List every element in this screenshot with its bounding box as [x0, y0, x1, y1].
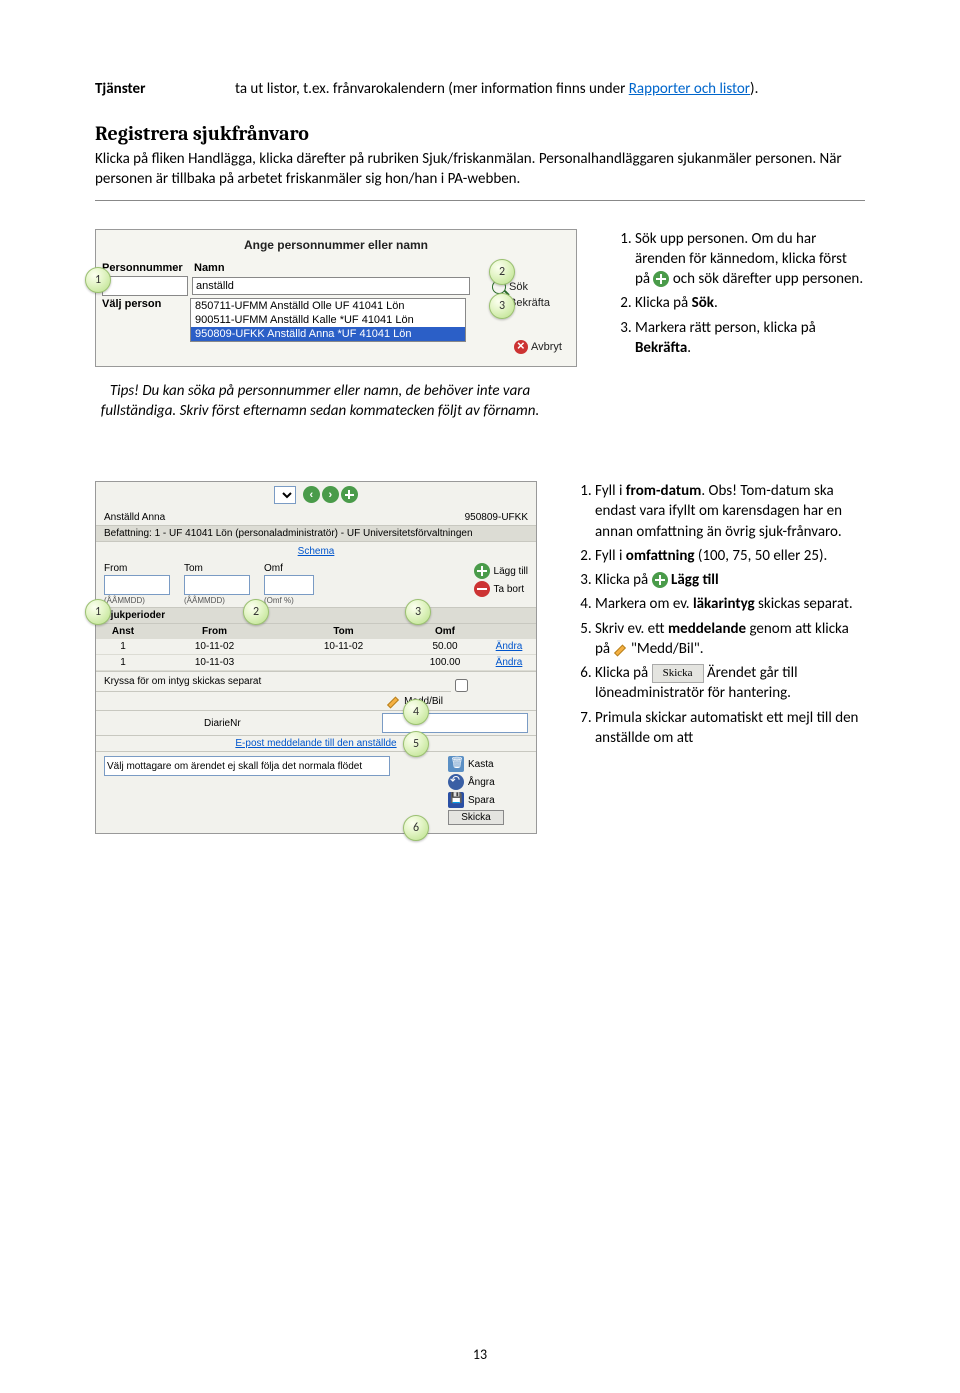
steps-list-2: Fyll i from-datum. Obs! Tom-datum ska en…	[573, 481, 865, 748]
close-icon	[514, 340, 528, 354]
th-anst: Anst	[96, 624, 150, 639]
sick-form: ‹ › Anställd Anna 950809-UFKK Befattning…	[95, 481, 537, 834]
page-number: 13	[473, 1346, 487, 1363]
skicka-button[interactable]: Skicka	[448, 810, 504, 825]
step-item: Sök upp personen. Om du har ärenden för …	[635, 229, 865, 290]
person-name: Anställd Anna	[104, 512, 165, 523]
andra-link[interactable]: Ändra	[496, 657, 523, 668]
step-item: Fyll i from-datum. Obs! Tom-datum ska en…	[595, 481, 865, 542]
intyg-checkbox-row: Kryssa för om intyg skickas separat	[96, 671, 536, 691]
col-personnummer: Personnummer	[102, 262, 190, 274]
callout-badge-2: 2	[243, 599, 269, 625]
personnummer-input[interactable]	[102, 276, 188, 296]
trash-icon	[448, 756, 464, 772]
top-select[interactable]	[274, 486, 296, 504]
callout-badge-6: 6	[403, 815, 429, 841]
diarienr-label: DiarieNr	[104, 718, 241, 729]
th-from: From	[150, 624, 279, 639]
from-hint: (ÅÅMMDD)	[104, 596, 170, 605]
from-label: From	[104, 563, 170, 574]
dialog-title: Ange personnummer eller namn	[96, 230, 576, 262]
definition-desc: ta ut listor, t.ex. frånvarokalendern (m…	[235, 80, 865, 98]
list-item[interactable]: 850711-UFMM Anställd Olle UF 41041 Lön	[191, 299, 465, 313]
callout-badge-3: 3	[405, 599, 431, 625]
periods-table: Anst From Tom Omf 1 10-11-02 10-11-02 50…	[96, 624, 536, 671]
lagg-till-button[interactable]: Lägg till	[474, 563, 528, 579]
step-item: Klicka på Sök.	[635, 293, 865, 313]
table-row: 1 10-11-03 100.00 Ändra	[96, 655, 536, 671]
step-item: Fyll i omfattning (100, 75, 50 eller 25)…	[595, 546, 865, 566]
callout-badge-2: 2	[489, 259, 515, 285]
callout-badge-3: 3	[489, 293, 515, 319]
angra-button[interactable]: Ångra	[448, 774, 528, 790]
edit-icon	[613, 642, 627, 656]
section-para: Klicka på fliken Handlägga, klicka däref…	[95, 149, 865, 190]
list-item-selected[interactable]: 950809-UFKK Anställd Anna *UF 41041 Lön	[191, 327, 465, 341]
skicka-inline-button: Skicka	[652, 664, 704, 683]
minus-icon	[474, 581, 490, 597]
avbryt-button[interactable]: Avbryt	[492, 340, 562, 354]
callout-badge-4: 4	[403, 699, 429, 725]
epost-link[interactable]: E-post meddelande till den anställde	[235, 738, 396, 749]
definition-term: Tjänster	[95, 80, 235, 98]
th-tom: Tom	[279, 624, 408, 639]
befattning-bar: Befattning: 1 - UF 41041 Lön (personalad…	[96, 525, 536, 542]
intyg-checkbox[interactable]	[455, 679, 468, 692]
omf-label: Omf	[264, 563, 314, 574]
tom-label: Tom	[184, 563, 250, 574]
person-id: 950809-UFKK	[465, 512, 528, 523]
add-icon[interactable]	[341, 486, 358, 503]
prev-icon[interactable]: ‹	[303, 486, 320, 503]
undo-icon	[448, 774, 464, 790]
kasta-button[interactable]: Kasta	[448, 756, 528, 772]
rapporter-link[interactable]: Rapporter och listor	[629, 80, 750, 98]
plus-icon	[652, 572, 668, 588]
th-omf: Omf	[408, 624, 482, 639]
mottagare-input[interactable]	[104, 756, 390, 776]
name-input[interactable]: anställd	[192, 277, 470, 295]
omf-hint: (Omf %)	[264, 596, 314, 605]
step-item: Skriv ev. ett meddelande genom att klick…	[595, 619, 865, 660]
step-item: Markera om ev. läkarintyg skickas separa…	[595, 594, 865, 614]
plus-icon	[474, 563, 490, 579]
sjukperioder-header: Sjukperioder	[96, 607, 536, 624]
edit-icon[interactable]	[386, 694, 400, 708]
step-item: Primula skickar automatiskt ett mejl til…	[595, 708, 865, 749]
tips-text: Tips! Du kan söka på personnummer eller …	[95, 381, 545, 422]
steps-list-1: Sök upp personen. Om du har ärenden för …	[613, 229, 865, 359]
table-row: 1 10-11-02 10-11-02 50.00 Ändra	[96, 639, 536, 655]
person-list[interactable]: 850711-UFMM Anställd Olle UF 41041 Lön 9…	[190, 298, 466, 342]
schema-link[interactable]: Schema	[298, 546, 335, 557]
section-heading: Registrera sjukfrånvaro	[95, 122, 865, 145]
tom-hint: (ÅÅMMDD)	[184, 596, 250, 605]
spara-button[interactable]: Spara	[448, 792, 528, 808]
andra-link[interactable]: Ändra	[496, 641, 523, 652]
omf-input[interactable]	[264, 575, 314, 595]
tom-input[interactable]	[184, 575, 250, 595]
definition-row: Tjänster ta ut listor, t.ex. frånvarokal…	[95, 80, 865, 98]
callout-badge-5: 5	[403, 731, 429, 757]
col-namn: Namn	[194, 262, 225, 274]
valj-person-label: Välj person	[102, 298, 190, 310]
list-item[interactable]: 900511-UFMM Anställd Kalle *UF 41041 Lön	[191, 313, 465, 327]
callout-badge-1: 1	[85, 267, 111, 293]
next-icon[interactable]: ›	[322, 486, 339, 503]
ta-bort-button[interactable]: Ta bort	[474, 581, 528, 597]
separator	[95, 200, 865, 201]
callout-badge-1: 1	[85, 599, 111, 625]
save-icon	[448, 792, 464, 808]
from-input[interactable]	[104, 575, 170, 595]
plus-icon	[653, 271, 669, 287]
step-item: Markera rätt person, klicka på Bekräfta.	[635, 318, 865, 359]
step-item: Klicka på Lägg till	[595, 570, 865, 590]
step-item: Klicka på Skicka Ärendet går till lönead…	[595, 663, 865, 704]
